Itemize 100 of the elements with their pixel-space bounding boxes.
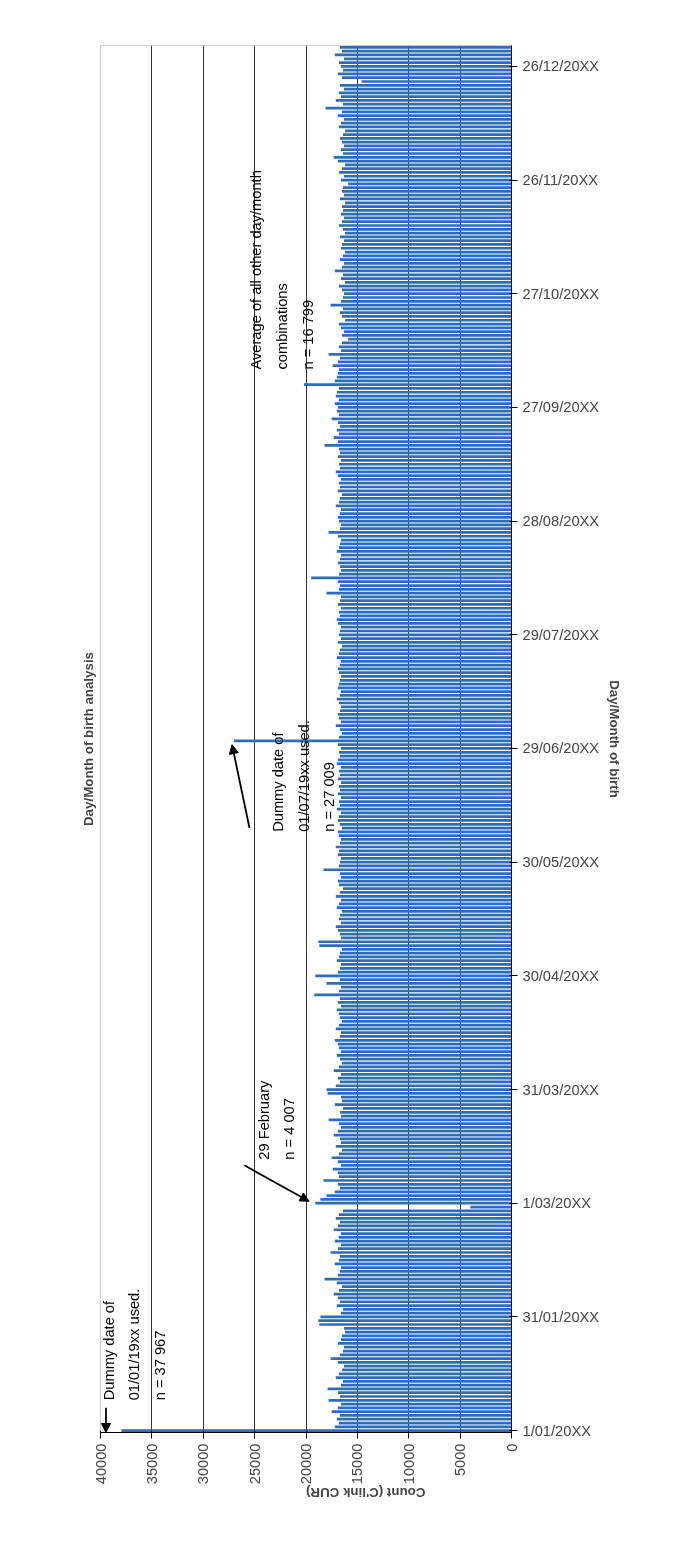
- bar: [339, 913, 512, 917]
- bar: [333, 436, 512, 440]
- x-tick-label: 5000: [452, 1443, 469, 1477]
- bar: [337, 853, 512, 856]
- bar: [340, 705, 512, 709]
- bar: [338, 61, 512, 64]
- bar: [340, 553, 512, 557]
- bar: [340, 459, 512, 462]
- bar: [339, 565, 512, 568]
- bar: [341, 1019, 512, 1023]
- bar: [323, 868, 512, 872]
- bar: [327, 1091, 512, 1095]
- y-tick-label: 29/06/20XX: [522, 740, 600, 757]
- bar: [333, 1292, 512, 1296]
- y-tick-label: 30/04/20XX: [522, 967, 600, 984]
- bar: [340, 246, 512, 250]
- x-tick-label: 25000: [246, 1443, 263, 1485]
- bar: [341, 205, 512, 208]
- bar: [337, 515, 512, 519]
- bar: [335, 1376, 512, 1379]
- bar: [330, 1357, 512, 1360]
- bar: [339, 678, 512, 682]
- bar: [324, 443, 512, 447]
- bar: [338, 1235, 512, 1239]
- bar: [338, 671, 512, 675]
- bar: [331, 1410, 512, 1414]
- bar: [339, 1016, 512, 1019]
- bar: [338, 398, 512, 402]
- bar: [334, 1262, 512, 1266]
- bar: [333, 155, 512, 159]
- bar: [337, 830, 512, 834]
- bar: [342, 296, 512, 299]
- bar: [342, 227, 512, 231]
- bar: [337, 1129, 512, 1133]
- bar: [340, 637, 512, 640]
- bar: [336, 1304, 512, 1307]
- bar: [342, 133, 512, 136]
- y-tick-label: 31/01/20XX: [522, 1308, 600, 1325]
- bar: [338, 849, 512, 853]
- bar: [339, 497, 512, 500]
- bar: [340, 1141, 512, 1144]
- bar: [338, 902, 512, 906]
- bar: [338, 769, 512, 773]
- bar: [339, 728, 512, 731]
- bar: [326, 982, 512, 985]
- bar: [335, 1145, 512, 1148]
- bar: [339, 599, 512, 603]
- bar: [328, 352, 512, 356]
- y-tick-label: 28/08/20XX: [522, 513, 600, 530]
- bar: [340, 690, 512, 693]
- bar: [336, 697, 512, 701]
- bar: [336, 959, 512, 963]
- bar: [344, 239, 512, 243]
- bar: [340, 606, 512, 610]
- bar: [340, 838, 512, 841]
- bar: [332, 364, 512, 368]
- y-tick-label: 1/03/20XX: [522, 1195, 592, 1212]
- bar: [315, 1201, 512, 1205]
- bar: [339, 258, 512, 261]
- bar: [341, 334, 512, 337]
- bar: [338, 1065, 512, 1069]
- bar: [337, 819, 512, 822]
- bar: [340, 508, 512, 512]
- bar: [335, 925, 512, 928]
- bar: [338, 462, 512, 466]
- bar: [328, 1118, 512, 1122]
- bar: [338, 785, 512, 788]
- bar: [340, 121, 512, 125]
- bar: [339, 1220, 512, 1224]
- bar: [336, 428, 512, 432]
- bar: [340, 747, 512, 750]
- bar: [338, 345, 512, 349]
- y-tick-label: 1/01/20XX: [522, 1422, 592, 1439]
- bar: [337, 474, 512, 477]
- bar: [336, 1417, 512, 1421]
- bar: [335, 1217, 512, 1220]
- y-tick-label: 30/05/20XX: [522, 854, 600, 871]
- bar: [339, 1057, 512, 1061]
- bar: [338, 481, 512, 485]
- y-tick-label: 27/10/20XX: [522, 285, 600, 302]
- bar: [337, 929, 512, 932]
- bar: [337, 114, 512, 117]
- bar: [319, 944, 512, 947]
- x-tick-label: 0: [503, 1443, 520, 1452]
- bar: [337, 455, 512, 459]
- annotation: 29 February n = 4 007: [255, 1079, 298, 1160]
- bar: [338, 1372, 512, 1376]
- bar: [336, 906, 512, 909]
- bar: [339, 891, 512, 894]
- bar: [340, 212, 512, 216]
- bar: [337, 489, 512, 493]
- bar: [319, 1323, 512, 1326]
- bar: [336, 409, 512, 413]
- bar: [340, 921, 512, 925]
- bar: [336, 1054, 512, 1057]
- bar: [338, 716, 512, 720]
- bar: [339, 1270, 512, 1273]
- bar: [342, 208, 512, 212]
- bar: [339, 966, 512, 970]
- bar: [336, 390, 512, 394]
